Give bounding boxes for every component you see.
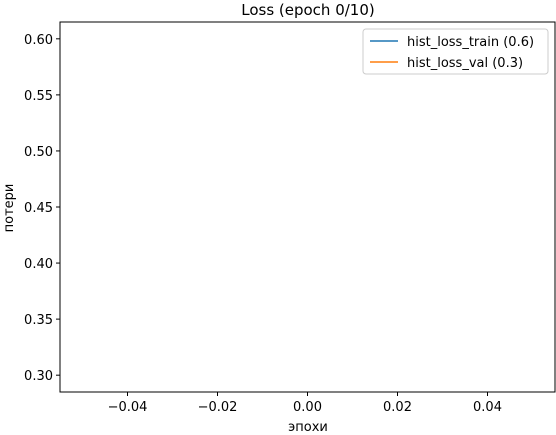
y-axis-label: потери — [2, 184, 17, 233]
y-axis: 0.30 0.35 0.40 0.45 0.50 0.55 0.60 — [24, 33, 60, 384]
x-tick-label: 0.00 — [293, 400, 322, 415]
y-tick-label: 0.35 — [24, 313, 53, 328]
y-tick-label: 0.50 — [24, 145, 53, 160]
chart-title: Loss (epoch 0/10) — [241, 1, 375, 19]
y-tick-label: 0.40 — [24, 257, 53, 272]
legend-box — [362, 28, 549, 75]
legend: hist_loss_train (0.6) hist_loss_val (0.3… — [362, 28, 549, 75]
x-axis: −0.04 −0.02 0.00 0.02 0.04 — [108, 392, 502, 415]
y-tick-label: 0.45 — [24, 201, 53, 216]
x-tick-label: 0.02 — [383, 400, 412, 415]
x-tick-label: −0.04 — [108, 400, 148, 415]
legend-label-val: hist_loss_val (0.3) — [407, 56, 523, 71]
x-tick-label: −0.02 — [198, 400, 238, 415]
x-axis-label: эпохи — [288, 420, 328, 435]
y-tick-label: 0.30 — [24, 369, 53, 384]
x-tick-label: 0.04 — [473, 400, 502, 415]
plot-area — [59, 21, 556, 393]
legend-label-train: hist_loss_train (0.6) — [407, 35, 534, 50]
y-tick-label: 0.60 — [24, 33, 53, 48]
y-tick-label: 0.55 — [24, 89, 53, 104]
